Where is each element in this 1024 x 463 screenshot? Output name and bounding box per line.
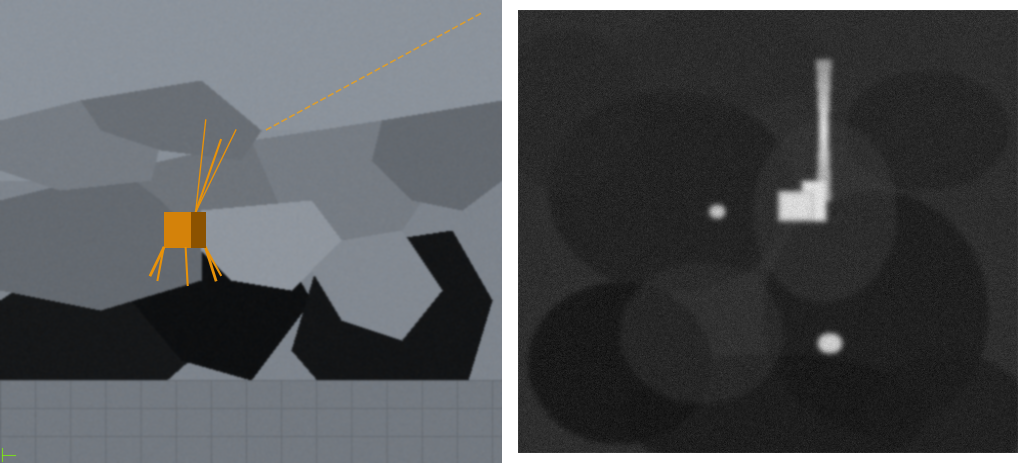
Bar — [190, 212, 206, 248]
Bar — [164, 212, 206, 248]
